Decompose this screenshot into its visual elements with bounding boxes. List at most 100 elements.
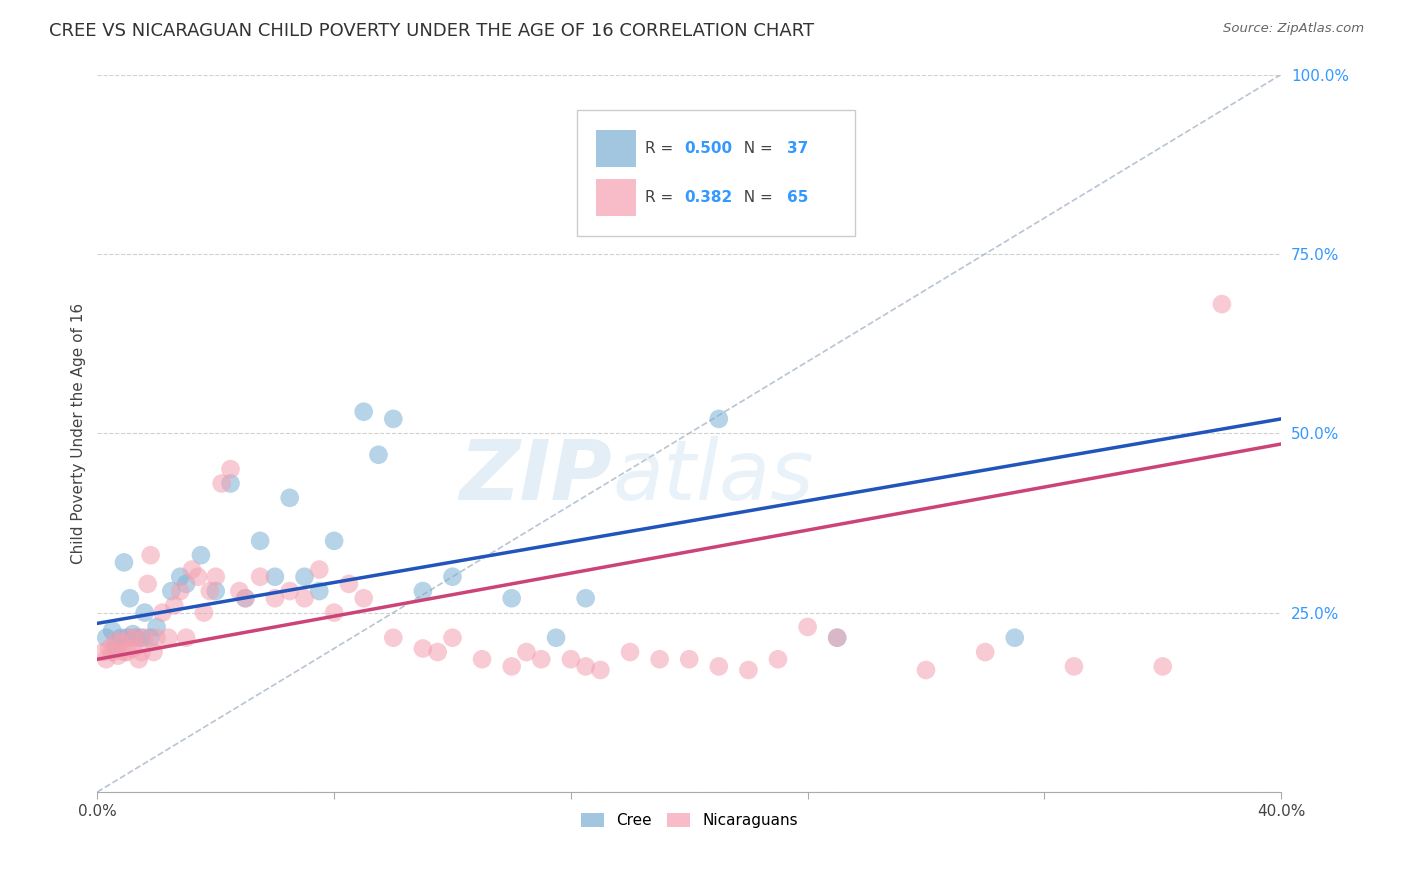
Point: [110, 631, 132, 645]
Point: [125, 631, 148, 645]
Point: [118, 591, 141, 606]
Point: [198, 584, 221, 599]
Point: [160, 584, 183, 599]
Text: Source: ZipAtlas.com: Source: ZipAtlas.com: [1223, 22, 1364, 36]
Point: [575, 659, 598, 673]
Point: [278, 584, 301, 599]
Point: [264, 570, 287, 584]
Point: [678, 652, 700, 666]
Point: [412, 641, 434, 656]
Point: [619, 645, 641, 659]
Point: [115, 645, 138, 659]
Point: [648, 652, 671, 666]
Point: [825, 631, 848, 645]
Point: [382, 412, 405, 426]
Point: [796, 620, 818, 634]
Point: [139, 548, 162, 562]
Text: 65: 65: [787, 190, 808, 205]
Legend: Cree, Nicaraguans: Cree, Nicaraguans: [575, 807, 804, 835]
Point: [98, 641, 121, 656]
Point: [219, 476, 242, 491]
Point: [152, 606, 174, 620]
Point: [181, 563, 204, 577]
Point: [204, 584, 226, 599]
Text: R =: R =: [645, 190, 679, 205]
Text: R =: R =: [645, 141, 679, 156]
Point: [204, 570, 226, 584]
Point: [323, 606, 346, 620]
Point: [110, 634, 132, 648]
Point: [515, 645, 537, 659]
Point: [174, 577, 197, 591]
Point: [501, 591, 523, 606]
Point: [104, 634, 127, 648]
Text: 37: 37: [787, 141, 808, 156]
Point: [707, 412, 730, 426]
Point: [96, 652, 118, 666]
Point: [101, 645, 124, 659]
Point: [112, 645, 135, 659]
Point: [131, 645, 153, 659]
FancyBboxPatch shape: [596, 130, 636, 168]
Point: [544, 631, 567, 645]
Point: [353, 405, 375, 419]
Point: [249, 570, 271, 584]
Point: [228, 584, 250, 599]
Text: CREE VS NICARAGUAN CHILD POVERTY UNDER THE AGE OF 16 CORRELATION CHART: CREE VS NICARAGUAN CHILD POVERTY UNDER T…: [49, 22, 814, 40]
Point: [264, 591, 287, 606]
Point: [134, 606, 156, 620]
Point: [101, 624, 124, 638]
Point: [121, 641, 143, 656]
Point: [294, 591, 316, 606]
Point: [112, 555, 135, 569]
Point: [441, 631, 464, 645]
Point: [426, 645, 449, 659]
Point: [294, 570, 316, 584]
Point: [323, 533, 346, 548]
Point: [145, 631, 167, 645]
Point: [125, 631, 148, 645]
Point: [1063, 659, 1085, 673]
Point: [163, 599, 186, 613]
Point: [233, 591, 256, 606]
Point: [1152, 659, 1174, 673]
Point: [337, 577, 360, 591]
Point: [353, 591, 375, 606]
Text: 0.500: 0.500: [685, 141, 733, 156]
Point: [471, 652, 494, 666]
Point: [560, 652, 582, 666]
Point: [382, 631, 405, 645]
Point: [193, 606, 215, 620]
FancyBboxPatch shape: [576, 111, 855, 236]
Point: [118, 631, 141, 645]
Point: [1004, 631, 1026, 645]
Point: [915, 663, 938, 677]
Point: [575, 591, 598, 606]
Point: [278, 491, 301, 505]
Point: [187, 570, 209, 584]
Point: [169, 584, 191, 599]
Y-axis label: Child Poverty Under the Age of 16: Child Poverty Under the Age of 16: [72, 302, 86, 564]
Point: [139, 631, 162, 645]
Point: [825, 631, 848, 645]
Text: ZIP: ZIP: [460, 436, 612, 516]
Point: [737, 663, 759, 677]
Point: [104, 641, 127, 656]
Point: [107, 648, 129, 663]
FancyBboxPatch shape: [596, 179, 636, 216]
Point: [174, 631, 197, 645]
Point: [412, 584, 434, 599]
Point: [121, 627, 143, 641]
Point: [589, 663, 612, 677]
Point: [136, 577, 159, 591]
Point: [169, 570, 191, 584]
Point: [142, 645, 165, 659]
Point: [441, 570, 464, 584]
Point: [308, 563, 330, 577]
Point: [766, 652, 789, 666]
Point: [707, 659, 730, 673]
Point: [367, 448, 389, 462]
Point: [190, 548, 212, 562]
Point: [91, 645, 114, 659]
Point: [128, 652, 150, 666]
